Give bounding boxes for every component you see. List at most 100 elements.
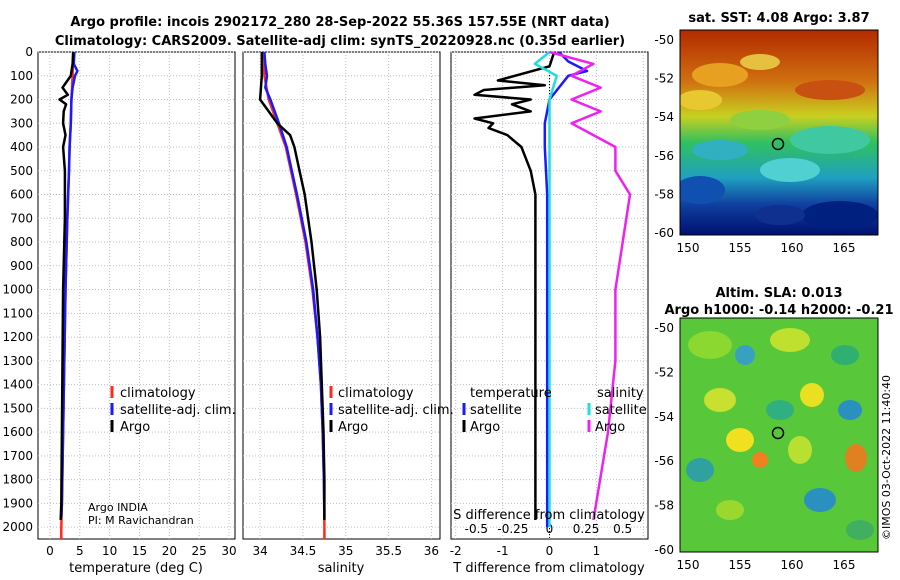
map-x-tick: 150 — [677, 558, 700, 572]
depth-tick: 1000 — [2, 283, 33, 297]
depth-tick: 1800 — [2, 473, 33, 487]
depth-tick: 1500 — [2, 401, 33, 415]
depth-tick: 300 — [10, 116, 33, 130]
series-line-satellite-s — [533, 51, 559, 528]
x-tick: 30 — [221, 544, 236, 558]
timestamp: ©IMOS 03-Oct-2022 11:40:40 — [880, 375, 893, 540]
map-x-tick: 165 — [833, 558, 856, 572]
diff-xlabel: T difference from climatology — [452, 561, 645, 576]
map-y-tick: -56 — [654, 454, 674, 468]
s-tick: -0.5 — [465, 522, 488, 536]
legend-label-sat-t: satellite — [470, 403, 522, 418]
map-y-tick: -60 — [654, 543, 674, 557]
sal-xlabel: salinity — [318, 561, 365, 576]
depth-tick: 1100 — [2, 306, 33, 320]
sal-legend: climatology satellite-adj. clim. Argo — [329, 386, 454, 435]
s-tick: -0.25 — [497, 522, 528, 536]
legend-label-satellite: satellite-adj. clim. — [120, 403, 236, 418]
map-y-tick: -56 — [654, 149, 674, 163]
sla-map-frame — [679, 317, 879, 553]
depth-tick: 0 — [25, 45, 33, 59]
s-tick: 0.25 — [573, 522, 600, 536]
sst-map — [680, 30, 878, 235]
map-x-tick: 165 — [833, 241, 856, 255]
x-tick: 36 — [424, 544, 439, 558]
diff-s-ticks: -0.5 -0.25 0 0.25 0.5 — [465, 522, 633, 536]
diff-top-label: S difference from climatology — [453, 508, 645, 523]
depth-tick: 800 — [10, 235, 33, 249]
series-line-argo-t — [473, 51, 556, 520]
sst-argo-marker — [771, 137, 785, 151]
depth-tick: 200 — [10, 93, 33, 107]
depth-tick: 500 — [10, 164, 33, 178]
sal-panel-frame — [242, 51, 441, 540]
sla-argo-marker — [771, 426, 785, 440]
temp-panel-frame — [37, 51, 236, 540]
legend-label-argo: Argo — [120, 420, 150, 435]
x-tick: 15 — [132, 544, 147, 558]
title-line-1: Argo profile: incois 2902172_280 28-Sep-… — [70, 15, 609, 30]
depth-tick: 1700 — [2, 449, 33, 463]
depth-tick: 1300 — [2, 354, 33, 368]
depth-tick: 600 — [10, 188, 33, 202]
legend-label-climatology: climatology — [120, 386, 196, 401]
sla-map-title-2: Argo h1000: -0.14 h2000: -0.21 — [664, 303, 893, 318]
legend-label-argo-t: Argo — [470, 420, 500, 435]
legend-label-argo-s: Argo — [595, 420, 625, 435]
depth-tick: 1900 — [2, 496, 33, 510]
depth-tick: 700 — [10, 211, 33, 225]
sst-map-frame — [679, 29, 879, 236]
series-line-argo-s — [549, 50, 632, 521]
x-tick: 1 — [593, 544, 601, 558]
credit-line-1: Argo INDIA — [88, 501, 148, 514]
diff-legend: temperature salinity satellite Argo sate… — [462, 386, 647, 435]
x-tick: 5 — [76, 544, 84, 558]
s-tick: 0 — [546, 522, 554, 536]
depth-tick: 1200 — [2, 330, 33, 344]
map-x-tick: 160 — [781, 558, 804, 572]
depth-tick: 400 — [10, 140, 33, 154]
map-y-tick: -58 — [654, 187, 674, 201]
x-tick: 34.5 — [290, 544, 317, 558]
legend-label-argo: Argo — [338, 420, 368, 435]
s-tick: 0.5 — [613, 522, 632, 536]
series-line-argo — [58, 51, 75, 521]
x-tick: 34 — [252, 544, 267, 558]
x-tick: 10 — [102, 544, 117, 558]
credit-line-2: PI: M Ravichandran — [88, 514, 194, 527]
legend-label-climatology: climatology — [338, 386, 414, 401]
map-x-tick: 160 — [781, 241, 804, 255]
map-y-tick: -52 — [654, 72, 674, 86]
x-tick: -1 — [497, 544, 509, 558]
sla-map — [680, 318, 878, 552]
map-y-tick: -54 — [654, 410, 674, 424]
x-tick: 25 — [192, 544, 207, 558]
x-tick: 35 — [338, 544, 353, 558]
legend-temp-title: temperature — [470, 386, 552, 401]
x-tick: 0 — [46, 544, 54, 558]
legend-sal-title: salinity — [597, 386, 644, 401]
depth-tick: 2000 — [2, 520, 33, 534]
depth-tick: 1600 — [2, 425, 33, 439]
sla-map-title-1: Altim. SLA: 0.013 — [716, 286, 843, 301]
diff-x-ticks: -2 -1 0 1 — [450, 544, 601, 558]
map-y-tick: -52 — [654, 365, 674, 379]
x-tick: 0 — [546, 544, 554, 558]
temp-x-ticks: 0 5 10 15 20 25 30 — [46, 544, 237, 558]
x-tick: -2 — [450, 544, 462, 558]
depth-tick-labels: 0 100 200 300 400 500 600 700 800 900 1000 1100 1200… — [2, 45, 33, 534]
series-line-argo — [258, 52, 326, 520]
map-y-tick: -54 — [654, 110, 674, 124]
depth-tick: 100 — [10, 69, 33, 83]
sst-map-title: sat. SST: 4.08 Argo: 3.87 — [688, 11, 869, 26]
series-line-satellite-adj-clim- — [60, 51, 79, 518]
map-x-tick: 150 — [677, 241, 700, 255]
depth-tick: 900 — [10, 259, 33, 273]
legend-label-sat-s: satellite — [595, 403, 647, 418]
map-x-tick: 155 — [729, 558, 752, 572]
map-y-tick: -60 — [654, 226, 674, 240]
map-y-tick: -58 — [654, 499, 674, 513]
